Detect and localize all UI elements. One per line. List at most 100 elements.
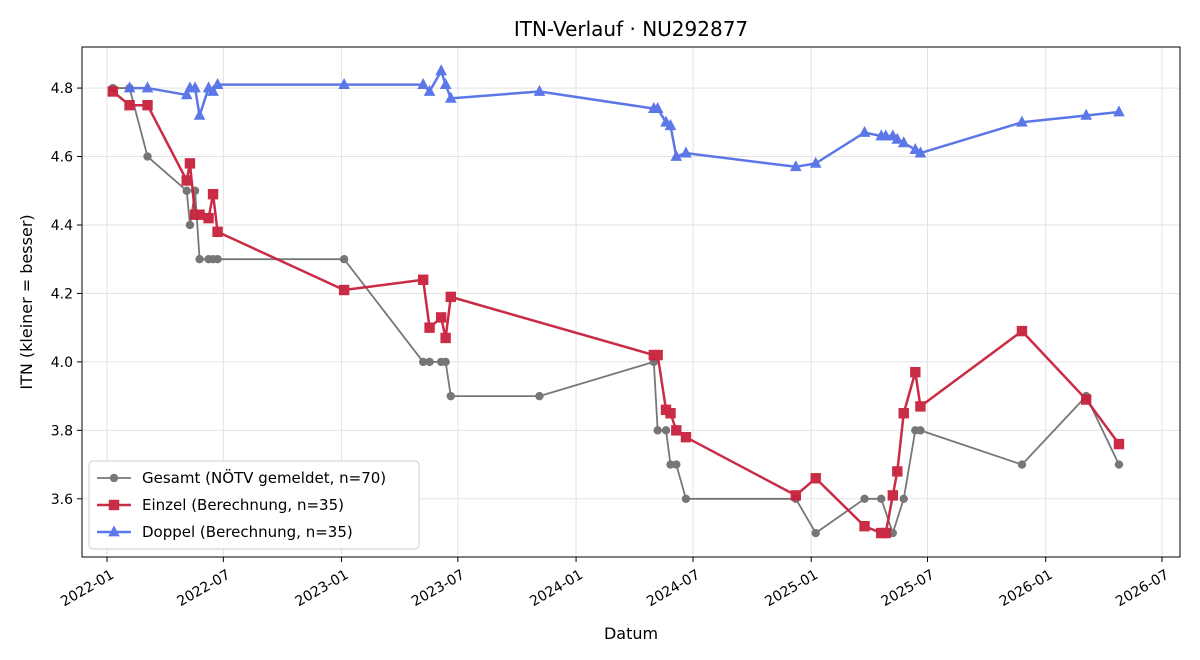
y-tick-label: 4.0 <box>51 355 73 371</box>
data-point <box>680 432 692 443</box>
data-point <box>899 494 908 504</box>
legend-label: Gesamt (NÖTV gemeldet, n=70) <box>142 468 386 487</box>
x-tick-label: 2025-07 <box>879 567 938 610</box>
data-point <box>182 186 191 195</box>
data-point <box>789 160 802 172</box>
data-point <box>533 84 546 96</box>
data-point <box>424 322 435 333</box>
data-point <box>680 146 692 158</box>
data-point <box>809 156 822 168</box>
legend-entry <box>97 499 131 511</box>
data-point <box>211 77 224 90</box>
data-point <box>213 255 222 264</box>
data-point <box>445 291 456 303</box>
y-axis: 3.6 3.8 4.0 4.2 4.4 4.6 4.8 <box>51 81 82 508</box>
data-point <box>810 473 821 484</box>
series-layer <box>107 64 1125 539</box>
legend: Gesamt (NÖTV gemeldet, n=70) Einzel (Bere… <box>88 460 420 550</box>
series-3 <box>123 64 1125 172</box>
data-point <box>418 357 428 367</box>
data-point <box>194 209 205 220</box>
y-tick-label: 4.2 <box>51 286 73 302</box>
data-point <box>141 81 154 93</box>
data-point <box>1080 108 1092 120</box>
x-tick-label: 2023-07 <box>409 567 468 610</box>
data-point <box>661 426 671 435</box>
series-line <box>129 69 1120 169</box>
x-tick-label: 2022-01 <box>58 567 117 610</box>
series-2 <box>107 86 1125 539</box>
data-point <box>671 425 682 436</box>
x-tick-label: 2022-07 <box>174 567 233 610</box>
data-point <box>666 460 675 469</box>
data-point <box>652 349 663 361</box>
data-point <box>651 101 664 113</box>
data-point <box>887 490 899 501</box>
data-point <box>858 125 871 137</box>
data-point <box>338 284 350 296</box>
data-point <box>916 426 925 435</box>
x-axis-label: Datum <box>604 624 658 643</box>
data-point <box>915 401 926 412</box>
x-tick-label: 2024-01 <box>527 567 586 610</box>
x-axis: 2022-01 2022-07 2023-01 2023-07 2024-01 2024-… <box>58 557 1172 610</box>
data-point <box>877 494 886 504</box>
data-point <box>672 460 681 469</box>
data-point <box>123 81 136 93</box>
data-point <box>535 391 544 401</box>
data-point <box>1113 105 1125 117</box>
legend-marker <box>108 499 120 511</box>
data-point <box>180 88 193 100</box>
data-point <box>1016 115 1028 127</box>
data-point <box>142 99 153 111</box>
data-point <box>440 332 451 344</box>
x-tick-label: 2026-07 <box>1113 567 1172 610</box>
data-point <box>184 158 196 169</box>
chart-title: ITN-Verlauf · NU292877 <box>514 17 748 41</box>
data-point <box>1017 460 1027 469</box>
data-point <box>189 81 201 93</box>
data-point <box>207 84 219 96</box>
data-point <box>423 84 436 96</box>
data-point <box>1080 394 1092 405</box>
data-point <box>897 136 910 148</box>
data-point <box>790 490 801 501</box>
y-tick-label: 4.8 <box>51 81 73 97</box>
plot-frame <box>81 46 1181 558</box>
data-point <box>664 119 677 131</box>
legend-entry <box>97 525 131 537</box>
data-point <box>446 391 455 401</box>
data-point <box>892 466 903 477</box>
data-point <box>859 520 870 532</box>
data-point <box>441 357 450 367</box>
legend-entry <box>97 473 131 483</box>
data-point <box>681 494 691 504</box>
data-point <box>207 188 219 200</box>
data-point <box>880 527 891 539</box>
data-point <box>212 226 223 238</box>
data-point <box>435 312 447 323</box>
x-tick-label: 2023-01 <box>293 567 352 610</box>
legend-marker <box>108 525 120 537</box>
legend-box <box>88 460 420 550</box>
data-point <box>811 528 820 538</box>
data-point <box>143 152 152 161</box>
data-point <box>195 255 204 264</box>
legend-label: Einzel (Berechnung, n=35) <box>142 496 344 514</box>
data-point <box>444 91 457 103</box>
data-point <box>339 255 349 264</box>
data-point <box>898 408 909 419</box>
data-point <box>910 366 921 378</box>
y-tick-label: 3.6 <box>51 492 73 508</box>
series-line <box>112 87 1120 534</box>
data-point <box>665 408 676 419</box>
data-point <box>1113 438 1125 450</box>
y-axis-label: ITN (kleiner = besser) <box>17 214 36 389</box>
data-point <box>107 86 119 97</box>
legend-marker <box>109 473 119 483</box>
data-point <box>193 108 206 120</box>
data-point <box>181 175 192 186</box>
data-point <box>435 64 447 76</box>
data-point <box>670 149 683 161</box>
